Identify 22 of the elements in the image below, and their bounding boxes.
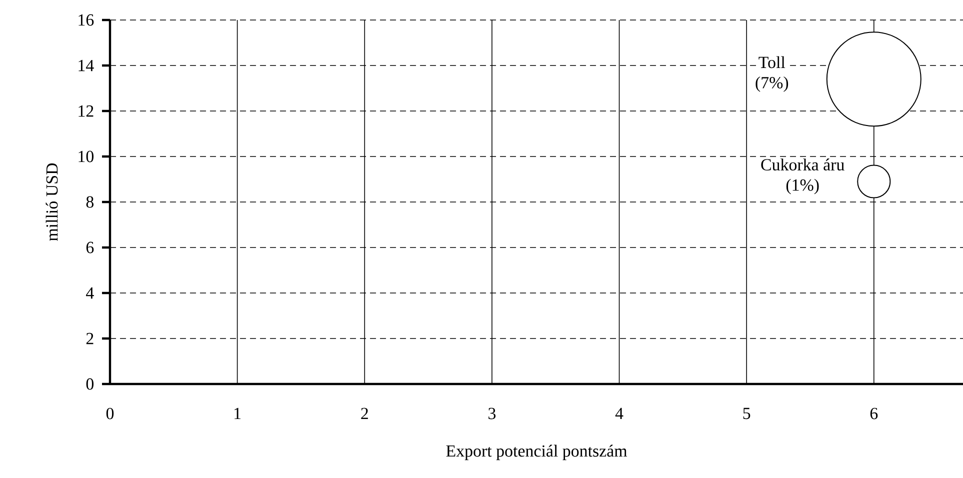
y-tick-label: 16 — [78, 14, 94, 26]
x-axis-title: Export potenciál pontszám — [446, 444, 628, 460]
y-tick-label: 12 — [78, 105, 94, 117]
y-tick-label: 6 — [86, 242, 94, 254]
y-tick-label: 0 — [86, 378, 94, 390]
x-tick-label: 2 — [361, 408, 368, 420]
x-tick-label: 0 — [106, 408, 114, 420]
y-tick-label: 14 — [78, 60, 94, 72]
x-tick-label: 5 — [743, 408, 750, 420]
annotation: (1%) — [786, 178, 819, 194]
x-tick-label: 6 — [870, 408, 878, 420]
x-tick-label: 4 — [615, 408, 624, 419]
y-tick-label: 4 — [86, 287, 94, 299]
y-tick-label: 10 — [78, 150, 94, 162]
annotation: Toll — [758, 56, 786, 68]
x-tick-label: 3 — [488, 408, 496, 420]
annotation: (7%) — [756, 76, 788, 92]
annotation: Cukorka áru — [761, 158, 844, 170]
y-tick-label: 2 — [86, 332, 94, 344]
y-axis-title: millió USD — [46, 163, 58, 241]
y-tick-label: 8 — [86, 196, 94, 208]
x-tick-label: 1 — [234, 408, 241, 420]
